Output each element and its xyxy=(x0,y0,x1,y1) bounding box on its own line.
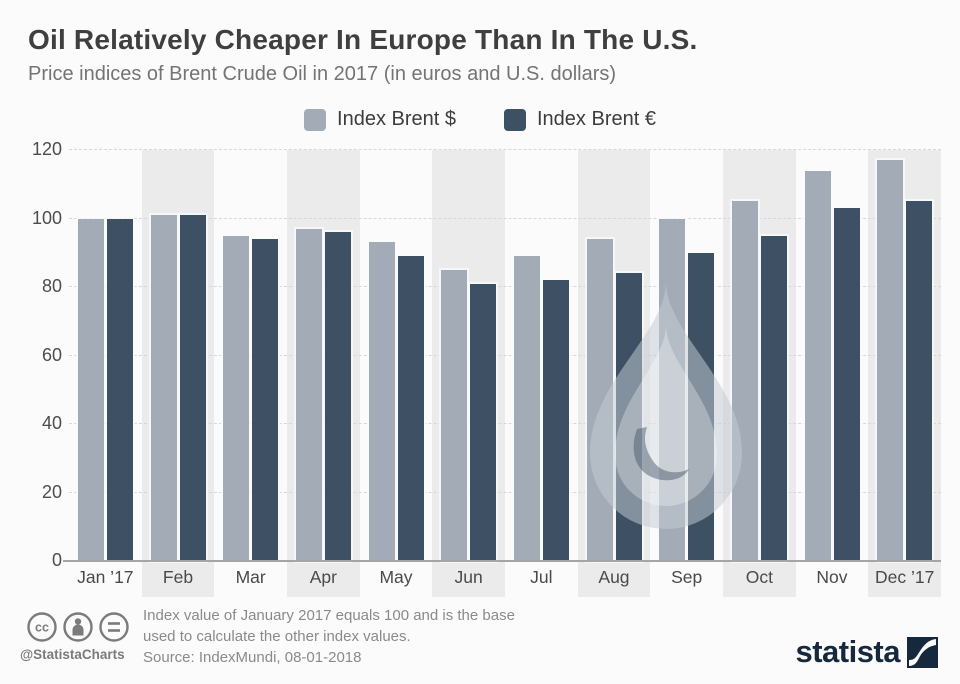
x-axis-label-12: Dec ’17 xyxy=(874,567,935,587)
bar-may-eur xyxy=(397,256,424,561)
bar-jul-eur xyxy=(542,280,569,561)
cc-icon: cc xyxy=(35,621,49,635)
bar-apr-usd xyxy=(295,228,322,561)
page-title: Oil Relatively Cheaper In Europe Than In… xyxy=(28,24,698,55)
x-axis-label-6: Jun xyxy=(454,567,483,587)
y-axis-label-80: 80 xyxy=(41,276,62,296)
y-axis-label-60: 60 xyxy=(41,344,62,365)
bar-may-usd xyxy=(368,242,395,561)
bar-feb-eur xyxy=(179,215,206,561)
gridline-80 xyxy=(69,286,941,287)
x-axis-label-2: Feb xyxy=(162,567,194,587)
bar-jan17-eur xyxy=(106,218,133,561)
bar-dec17-usd xyxy=(877,160,904,561)
statista-charts-handle: @StatistaCharts xyxy=(20,647,125,662)
bar-jun-eur xyxy=(470,283,497,561)
legend-item-usd: Index Brent $ xyxy=(304,108,456,131)
bar-dec17-eur xyxy=(906,201,933,561)
legend-swatch-icon xyxy=(304,108,327,131)
bar-nov-usd xyxy=(804,170,831,561)
footnote-line2: used to calculate the other index values… xyxy=(143,628,411,645)
x-axis-label-7: Jul xyxy=(530,567,553,587)
legend-item-eur: Index Brent € xyxy=(504,108,656,131)
bar-sep-usd xyxy=(659,218,686,561)
x-axis-label-8: Aug xyxy=(598,567,630,587)
bar-mar-usd xyxy=(223,235,250,561)
statista-logo-text: statista xyxy=(795,634,900,669)
statista-logo: statista xyxy=(795,634,938,670)
x-axis-baseline xyxy=(63,560,941,562)
bar-nov-eur xyxy=(833,208,860,561)
x-axis-label-5: May xyxy=(379,567,413,587)
y-axis-label-40: 40 xyxy=(41,413,62,433)
source-note: Source: IndexMundi, 08-01-2018 xyxy=(143,649,362,666)
footnote-line1: Index value of January 2017 equals 100 a… xyxy=(143,607,515,624)
bar-aug-eur xyxy=(615,273,642,561)
legend-label: Index Brent $ xyxy=(337,108,456,130)
gridline-120 xyxy=(69,149,941,150)
gridline-60 xyxy=(69,354,941,356)
creative-commons-license-icons: cc xyxy=(27,612,129,642)
bar-mar-eur xyxy=(252,239,279,561)
x-axis-label-1: Jan ’17 xyxy=(77,567,134,587)
y-axis-label-100: 100 xyxy=(31,207,62,228)
y-axis-label-120: 120 xyxy=(31,139,62,159)
bar-oct-eur xyxy=(760,235,787,561)
gridline-40 xyxy=(69,423,941,424)
bar-sep-eur xyxy=(688,252,715,561)
bar-oct-usd xyxy=(731,201,758,561)
legend-label: Index Brent € xyxy=(537,108,656,130)
x-axis-label-11: Nov xyxy=(816,567,848,587)
x-axis-label-3: Mar xyxy=(235,567,266,587)
legend-swatch-icon xyxy=(504,108,526,131)
attribution-person-icon xyxy=(72,618,84,636)
y-axis-label-0: 0 xyxy=(51,550,62,570)
y-axis-label-20: 20 xyxy=(41,481,62,502)
gridline-100 xyxy=(69,217,941,219)
bar-feb-usd xyxy=(150,215,177,561)
x-axis-label-4: Apr xyxy=(309,567,337,587)
chart-footnote: Index value of January 2017 equals 100 a… xyxy=(143,605,515,647)
x-axis-label-10: Oct xyxy=(745,567,773,587)
x-axis-label-9: Sep xyxy=(671,567,703,587)
bar-aug-usd xyxy=(586,239,613,561)
equal-sign-icon xyxy=(108,622,120,632)
page-subtitle: Price indices of Brent Crude Oil in 2017… xyxy=(28,63,617,85)
gridline-20 xyxy=(69,491,941,493)
statista-logo-mark-icon xyxy=(907,636,938,668)
bar-jul-usd xyxy=(513,256,540,561)
bar-apr-eur xyxy=(324,232,351,561)
bar-jan17-usd xyxy=(77,218,104,561)
chart-legend: Index Brent $ Index Brent € xyxy=(0,108,960,131)
bar-jun-usd xyxy=(441,269,468,561)
